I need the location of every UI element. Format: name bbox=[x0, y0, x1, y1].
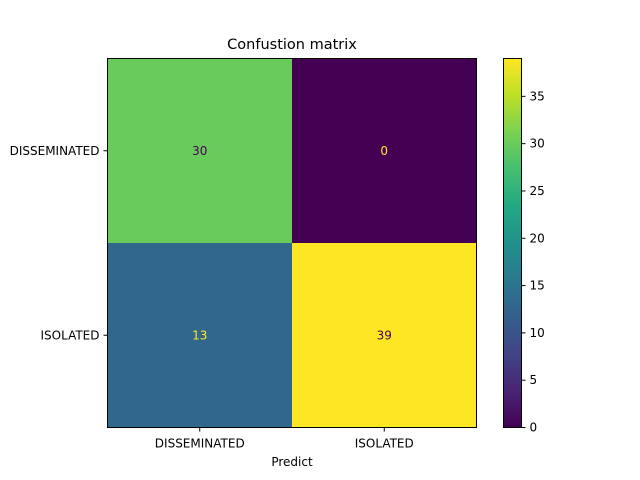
plot-frame bbox=[107, 58, 477, 428]
matrix-cells bbox=[107, 58, 477, 428]
x-axis-label: Predict bbox=[271, 455, 313, 469]
colorbar-tick-label: 35 bbox=[530, 89, 545, 103]
cell-value-label: 39 bbox=[377, 328, 392, 342]
colorbar-tick-label: 5 bbox=[530, 373, 538, 387]
colorbar bbox=[503, 58, 522, 428]
cell-value-label: 0 bbox=[380, 144, 388, 158]
colorbar-ticks: 0 5 10 15 20 25 30 35 bbox=[521, 89, 545, 435]
x-tick-label: DISSEMINATED bbox=[155, 437, 245, 451]
chart-title: Confustion matrix bbox=[227, 37, 357, 53]
matrix-cell bbox=[107, 243, 292, 428]
matrix-cell bbox=[107, 58, 292, 243]
cell-value-label: 13 bbox=[192, 328, 207, 342]
colorbar-tick-label: 0 bbox=[530, 421, 538, 435]
matrix-cell-labels: 30 0 13 39 bbox=[192, 144, 392, 343]
matrix-cell bbox=[292, 243, 477, 428]
cell-value-label: 30 bbox=[192, 144, 207, 158]
y-tick-label: ISOLATED bbox=[41, 328, 100, 342]
colorbar-tick-label: 15 bbox=[530, 279, 545, 293]
y-axis-ticks: DISSEMINATED ISOLATED bbox=[10, 144, 108, 342]
y-tick-label: DISSEMINATED bbox=[10, 144, 100, 158]
x-axis-ticks: DISSEMINATED ISOLATED bbox=[155, 427, 414, 451]
colorbar-tick-label: 25 bbox=[530, 184, 545, 198]
colorbar-tick-label: 10 bbox=[530, 326, 545, 340]
matrix-cell bbox=[292, 58, 477, 243]
colorbar-tick-label: 30 bbox=[530, 137, 545, 151]
colorbar-tick-label: 20 bbox=[530, 231, 545, 245]
x-tick-label: ISOLATED bbox=[355, 437, 414, 451]
